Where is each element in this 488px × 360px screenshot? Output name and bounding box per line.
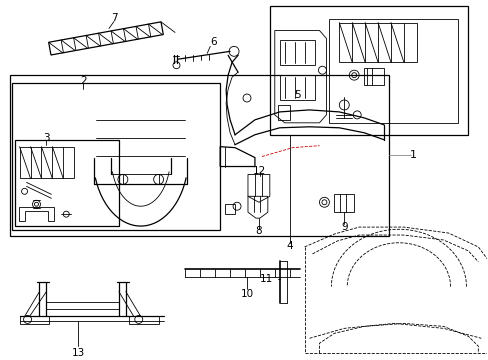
Bar [269,6,468,135]
Bar [128,316,158,324]
Bar [10,75,388,236]
Bar [12,83,220,230]
Text: 11: 11 [260,274,273,284]
Text: 1: 1 [409,150,416,159]
Text: 13: 13 [71,348,84,358]
Text: 6: 6 [209,37,216,48]
Bar [20,316,49,324]
Bar [15,140,119,226]
Text: 5: 5 [294,90,300,100]
Text: 7: 7 [110,13,117,23]
Text: 12: 12 [253,166,266,176]
Text: 2: 2 [80,76,86,86]
Text: 8: 8 [255,226,262,236]
Bar [329,19,458,123]
Text: 4: 4 [286,241,292,251]
Text: 9: 9 [340,222,347,232]
Text: 10: 10 [240,289,253,298]
Text: 3: 3 [43,133,50,143]
